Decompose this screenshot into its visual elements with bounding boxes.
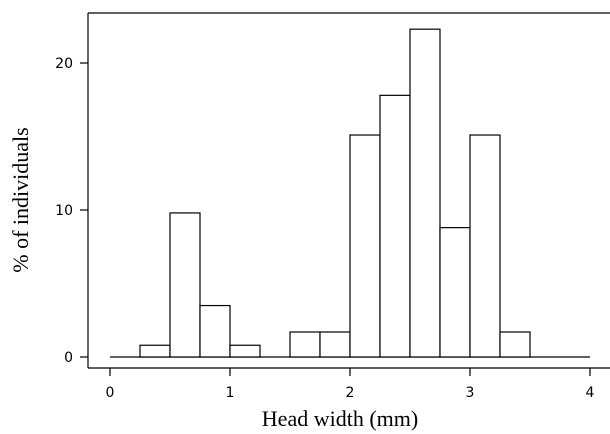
x-ticks-group: 0 1 2 3 4 <box>106 368 595 401</box>
histogram-bar-10 <box>439 227 471 358</box>
histogram-bar-2 <box>169 212 201 358</box>
y-tick-label-10: 10 <box>55 203 73 219</box>
histogram-bar-9 <box>409 28 441 358</box>
y-tick-label-20: 20 <box>55 56 73 72</box>
histogram-bar-4 <box>229 344 261 358</box>
x-tick-label-1: 1 <box>226 385 235 401</box>
x-tick-label-0: 0 <box>106 385 115 401</box>
histogram-bar-7 <box>349 134 381 358</box>
y-tick-label-0: 0 <box>64 350 73 366</box>
histogram-bar-1 <box>139 344 171 358</box>
x-tick-label-4: 4 <box>586 385 595 401</box>
y-ticks-group: 0 10 20 <box>55 56 88 366</box>
bars-group <box>139 28 531 358</box>
histogram-bar-3 <box>199 304 231 358</box>
y-axis-title: % of individuals <box>8 127 33 272</box>
histogram-bar-5 <box>289 331 321 358</box>
x-tick-label-3: 3 <box>466 385 475 401</box>
histogram-bar-11 <box>469 134 501 358</box>
histogram-bar-6 <box>319 331 351 358</box>
x-axis-title: Head width (mm) <box>262 406 418 431</box>
x-tick-label-2: 2 <box>346 385 355 401</box>
histogram-bar-12 <box>499 331 531 358</box>
histogram-bar-8 <box>379 94 411 358</box>
